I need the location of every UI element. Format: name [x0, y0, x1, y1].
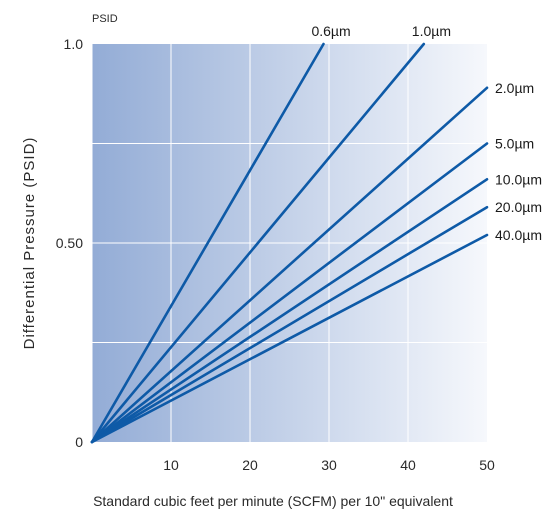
x-axis-title: Standard cubic feet per minute (SCFM) pe…: [93, 493, 453, 509]
grid-lines: [91, 44, 487, 442]
x-tick-label: 10: [163, 457, 179, 473]
y-axis-title: Differential Pressure (PSID): [21, 137, 38, 350]
series-label-20.0m: 20.0µm: [495, 199, 542, 215]
series-line-10.0m: [90, 178, 489, 444]
y-tick-label: 0.50: [56, 235, 83, 251]
series-labels: 0.6µm 1.0µm 2.0µm 5.0µm 10.0µm 20.0µm 40.0µm: [311, 23, 542, 243]
series-line-20.0m: [90, 205, 489, 444]
series-line-5.0m: [90, 142, 489, 444]
x-tick-label: 20: [242, 457, 258, 473]
x-tick-label: 50: [479, 457, 495, 473]
series-label-0.6m: 0.6µm: [311, 23, 350, 39]
series-label-1.0m: 1.0µm: [412, 23, 451, 39]
x-axis-ticks: 10 20 30 40 50: [163, 457, 495, 473]
series-line-40.0m: [90, 233, 489, 444]
y-axis-ticks: 0 0.50 1.0: [56, 36, 83, 450]
series-line-0.6m: [90, 42, 325, 444]
series-label-40.0m: 40.0µm: [495, 227, 542, 243]
series-lines: [90, 42, 489, 444]
y-tick-label: 0: [75, 434, 83, 450]
y-unit-label: PSID: [92, 13, 118, 25]
series-label-2.0m: 2.0µm: [495, 80, 534, 96]
x-tick-label: 30: [321, 457, 337, 473]
series-label-10.0m: 10.0µm: [495, 171, 542, 187]
x-tick-label: 40: [400, 457, 416, 473]
y-tick-label: 1.0: [64, 36, 84, 52]
series-line-2.0m: [90, 86, 489, 444]
series-label-5.0m: 5.0µm: [495, 136, 534, 152]
series-line-1.0m: [90, 42, 426, 444]
